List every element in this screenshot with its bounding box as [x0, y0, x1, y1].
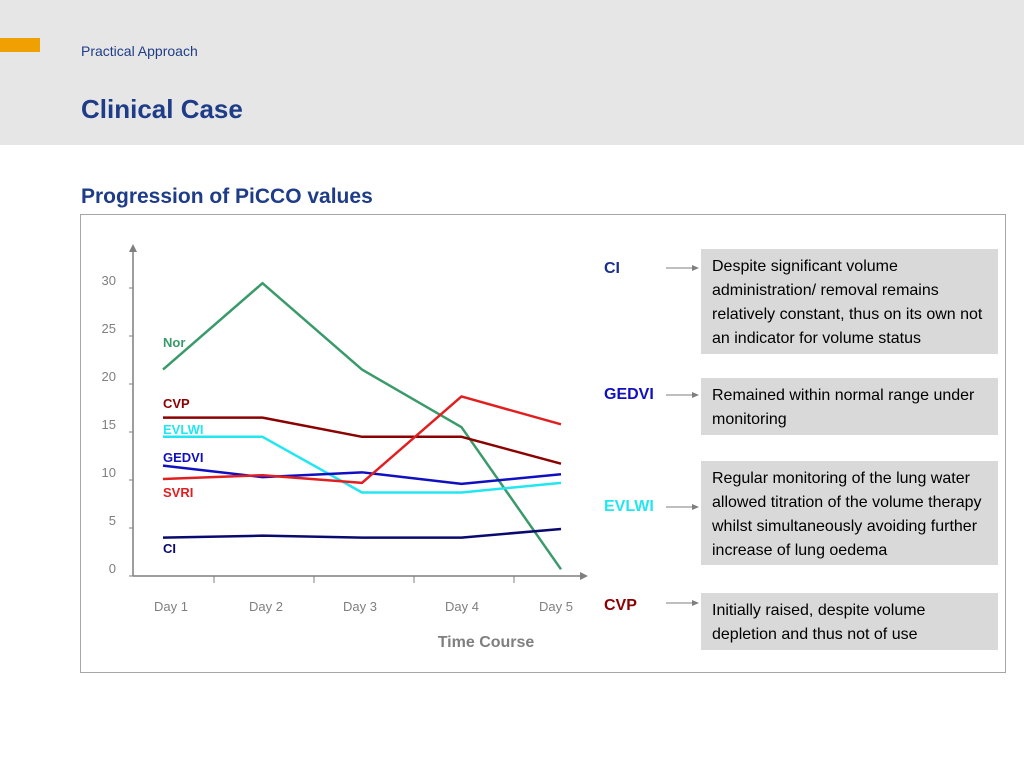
series-line-evlwi: [163, 435, 562, 494]
annotation-arrow-head: [692, 504, 699, 510]
y-tick-label: 20: [102, 369, 116, 384]
y-tick-label: 0: [109, 561, 116, 576]
x-tick-label: Day 5: [539, 599, 573, 614]
series-label-ci: CI: [163, 541, 176, 556]
annotation-arrow-head: [692, 392, 699, 398]
series-label-nor: Nor: [163, 335, 185, 350]
annotation-arrows: [666, 265, 699, 606]
header-band: [0, 0, 1024, 145]
annotation-arrow-head: [692, 600, 699, 606]
y-tick-label: 15: [102, 417, 116, 432]
series-label-evlwi: EVLWI: [163, 422, 203, 437]
x-axis-title: Time Course: [438, 634, 535, 651]
series-line-cvp: [163, 416, 562, 465]
x-tick-label: Day 4: [445, 599, 479, 614]
series-line-svri: [162, 395, 562, 485]
x-tick-label: Day 2: [249, 599, 283, 614]
chart-series-lines: [162, 281, 563, 570]
chart-frame: [80, 214, 1006, 673]
section-label: Practical Approach: [81, 43, 198, 59]
annotation-param-gedvi: GEDVI: [604, 386, 654, 403]
series-label-cvp: CVP: [163, 396, 190, 411]
y-tick-label: 30: [102, 273, 116, 288]
annotation-arrow-head: [692, 265, 699, 271]
series-line-ci: [162, 527, 562, 539]
x-axis-arrow: [580, 572, 588, 580]
page-title: Clinical Case: [81, 94, 243, 124]
accent-bar: [0, 38, 40, 52]
annotation-note-cvp: Initially raised, despite volume depleti…: [701, 593, 998, 650]
chart-series-labels: Nor CVP EVLWI GEDVI SVRI CI: [163, 335, 203, 556]
series-line-gedvi: [162, 464, 562, 486]
x-tick-label: Day 3: [343, 599, 377, 614]
annotation-note-evlwi: Regular monitoring of the lung water all…: [701, 461, 998, 565]
annotation-param-evlwi: EVLWI: [604, 498, 654, 515]
annotation-note-gedvi: Remained within normal range under monit…: [701, 378, 998, 435]
chart-axes: 0 5 10 15 20 25 30 Day 1 Day 2 Day 3 Day 4 Day 5: [102, 244, 588, 614]
chart-title: Progression of PiCCO values: [81, 185, 373, 208]
annotation-note-ci: Despite significant volume administratio…: [701, 249, 998, 354]
y-tick-label: 5: [109, 513, 116, 528]
x-tick-label: Day 1: [154, 599, 188, 614]
annotation-param-cvp: CVP: [604, 597, 637, 614]
y-tick-label: 25: [102, 321, 116, 336]
y-axis-arrow: [129, 244, 137, 252]
annotation-param-ci: CI: [604, 260, 620, 277]
series-line-nor: [162, 281, 563, 570]
series-label-gedvi: GEDVI: [163, 450, 203, 465]
series-label-svri: SVRI: [163, 485, 193, 500]
y-tick-label: 10: [102, 465, 116, 480]
